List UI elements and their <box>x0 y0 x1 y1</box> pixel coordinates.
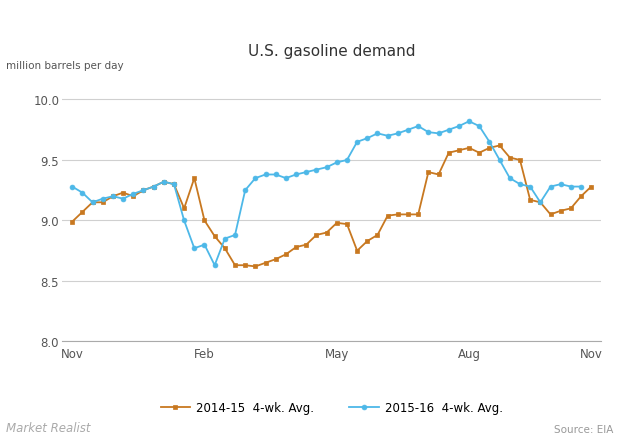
2015-16  4-wk. Avg. <box>445 128 453 133</box>
2015-16  4-wk. Avg. <box>231 233 239 238</box>
2014-15  4-wk. Avg. <box>394 212 402 218</box>
2014-15  4-wk. Avg. <box>109 194 117 199</box>
2015-16  4-wk. Avg. <box>567 184 575 190</box>
2015-16  4-wk. Avg. <box>68 184 76 190</box>
2014-15  4-wk. Avg. <box>415 212 422 218</box>
2014-15  4-wk. Avg. <box>262 261 269 266</box>
Line: 2014-15  4-wk. Avg.: 2014-15 4-wk. Avg. <box>69 144 594 269</box>
2014-15  4-wk. Avg. <box>323 230 330 236</box>
2014-15  4-wk. Avg. <box>353 248 361 254</box>
2014-15  4-wk. Avg. <box>588 184 595 190</box>
2015-16  4-wk. Avg. <box>577 184 585 190</box>
Title: U.S. gasoline demand: U.S. gasoline demand <box>248 44 415 59</box>
Line: 2015-16  4-wk. Avg.: 2015-16 4-wk. Avg. <box>69 120 583 268</box>
2014-15  4-wk. Avg. <box>252 264 259 269</box>
Text: Market Realist: Market Realist <box>6 420 91 434</box>
Legend: 2014-15  4-wk. Avg., 2015-16  4-wk. Avg.: 2014-15 4-wk. Avg., 2015-16 4-wk. Avg. <box>156 396 508 419</box>
2015-16  4-wk. Avg. <box>415 124 422 130</box>
2015-16  4-wk. Avg. <box>241 188 249 194</box>
Text: Source: EIA: Source: EIA <box>554 424 614 434</box>
2014-15  4-wk. Avg. <box>68 219 76 225</box>
2015-16  4-wk. Avg. <box>211 263 218 268</box>
2015-16  4-wk. Avg. <box>466 119 473 124</box>
2014-15  4-wk. Avg. <box>496 144 503 149</box>
Text: million barrels per day: million barrels per day <box>6 61 124 71</box>
2015-16  4-wk. Avg. <box>180 218 188 223</box>
